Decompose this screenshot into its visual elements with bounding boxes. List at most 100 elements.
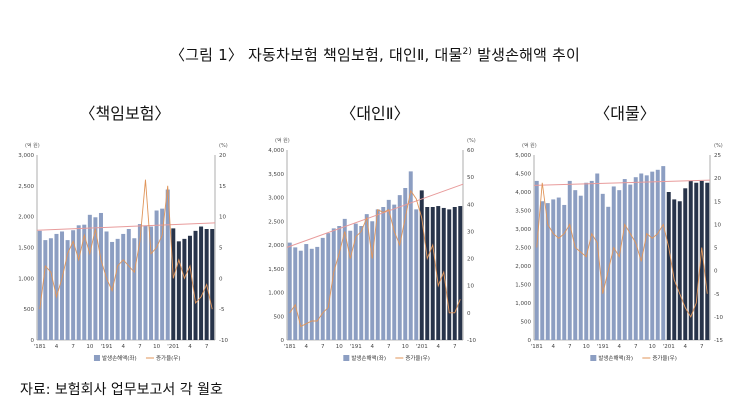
bar bbox=[143, 225, 148, 340]
bar bbox=[309, 248, 314, 340]
legend-label-bar: 발생손해액(좌) bbox=[598, 354, 633, 362]
x-tick-label: 7 bbox=[205, 344, 209, 350]
x-tick-label: 7 bbox=[71, 344, 75, 350]
x-tick-label: 4 bbox=[684, 344, 688, 350]
bar bbox=[644, 175, 649, 340]
bar bbox=[534, 180, 539, 340]
bar bbox=[60, 231, 65, 340]
bar bbox=[397, 195, 402, 341]
bar bbox=[337, 226, 342, 340]
bar bbox=[606, 206, 611, 340]
bar bbox=[589, 180, 594, 340]
bar bbox=[137, 224, 142, 340]
y-tick-label: 3,000 bbox=[515, 227, 531, 233]
y-tick-label: 1,000 bbox=[18, 276, 34, 282]
x-tick-label: 10 bbox=[583, 344, 590, 350]
x-tick-label: 10 bbox=[336, 344, 343, 350]
y2-tick-label: 10 bbox=[714, 222, 721, 228]
panel-title-liability: 〈책임보험〉 bbox=[79, 104, 171, 123]
bar bbox=[342, 218, 347, 340]
x-tick-label: 4 bbox=[121, 344, 125, 350]
bar bbox=[370, 221, 375, 340]
y-tick-label: 0 bbox=[31, 338, 35, 344]
legend-swatch-bar bbox=[93, 355, 100, 361]
bar bbox=[584, 182, 589, 340]
bar bbox=[193, 230, 198, 340]
legend-label-line: 증가율(우) bbox=[156, 354, 181, 362]
bar bbox=[98, 212, 103, 340]
bar bbox=[666, 192, 671, 340]
x-tick-label: '191 bbox=[350, 344, 362, 350]
figure-title-footnote: 2) bbox=[462, 47, 473, 57]
bar bbox=[293, 247, 298, 341]
bar bbox=[187, 235, 192, 340]
bar bbox=[126, 229, 131, 340]
bar bbox=[65, 240, 70, 340]
bar bbox=[578, 195, 583, 340]
x-tick-label: '191 bbox=[597, 344, 609, 350]
bar bbox=[419, 190, 424, 341]
bar bbox=[567, 180, 572, 340]
bar bbox=[556, 197, 561, 340]
bar bbox=[551, 199, 556, 340]
chart-bodily-injury: (억 원) (%)05001,0001,5002,0002,5003,0003,5… bbox=[268, 137, 476, 362]
bar bbox=[688, 180, 693, 340]
legend-swatch-bar bbox=[343, 355, 350, 361]
x-tick-label: 10 bbox=[86, 344, 93, 350]
bar bbox=[287, 242, 292, 340]
bar bbox=[115, 238, 120, 340]
bar bbox=[381, 207, 386, 340]
bar bbox=[304, 244, 309, 340]
x-tick-label: 7 bbox=[568, 344, 572, 350]
y-unit-label: (억 원) bbox=[25, 142, 40, 149]
bar bbox=[364, 214, 369, 341]
bar bbox=[699, 180, 704, 340]
bar bbox=[171, 228, 176, 340]
y-unit-label: (억 원) bbox=[522, 142, 537, 149]
y-tick-label: 0 bbox=[528, 338, 532, 344]
y-tick-label: 2,500 bbox=[515, 246, 531, 252]
x-tick-label: 7 bbox=[138, 344, 142, 350]
bar bbox=[82, 224, 87, 340]
y2-tick-label: 5 bbox=[219, 246, 223, 252]
bar bbox=[425, 207, 430, 340]
y-tick-label: 500 bbox=[274, 314, 285, 320]
y2-tick-label: 5 bbox=[714, 246, 718, 252]
bar bbox=[430, 207, 435, 340]
bar bbox=[672, 199, 677, 340]
y-tick-label: 3,500 bbox=[515, 209, 531, 215]
x-tick-label: 4 bbox=[305, 344, 309, 350]
bar bbox=[176, 241, 181, 340]
bar bbox=[165, 189, 170, 340]
x-tick-label: '201 bbox=[416, 344, 428, 350]
bar bbox=[353, 223, 358, 340]
y2-tick-label: 60 bbox=[467, 148, 474, 154]
x-tick-label: 7 bbox=[634, 344, 638, 350]
x-tick-label: '191 bbox=[101, 344, 113, 350]
y2-tick-label: -10 bbox=[467, 338, 476, 344]
bar bbox=[121, 233, 126, 340]
bar bbox=[540, 201, 545, 340]
y-tick-label: 500 bbox=[521, 320, 532, 326]
bar bbox=[154, 210, 159, 340]
x-tick-label: 7 bbox=[453, 344, 457, 350]
y-tick-label: 4,000 bbox=[268, 148, 284, 154]
y2-tick-label: -10 bbox=[714, 315, 723, 321]
trend-line bbox=[36, 222, 216, 231]
x-tick-label: 10 bbox=[402, 344, 409, 350]
bar bbox=[315, 246, 320, 340]
trend-line bbox=[286, 183, 464, 248]
bar bbox=[595, 173, 600, 340]
y-tick-label: 3,000 bbox=[18, 153, 34, 159]
y-tick-label: 1,000 bbox=[268, 291, 284, 297]
y-tick-label: 2,500 bbox=[18, 184, 34, 190]
legend-label-bar: 발생손해액(좌) bbox=[351, 354, 386, 362]
y2-tick-label: 40 bbox=[467, 202, 474, 208]
y2-unit-label: (%) bbox=[219, 143, 228, 149]
y2-tick-label: 10 bbox=[219, 215, 226, 221]
bar bbox=[359, 226, 364, 340]
y2-tick-label: 0 bbox=[714, 269, 718, 275]
bar bbox=[694, 182, 699, 340]
y-tick-label: 1,500 bbox=[268, 267, 284, 273]
y-tick-label: 0 bbox=[281, 338, 285, 344]
